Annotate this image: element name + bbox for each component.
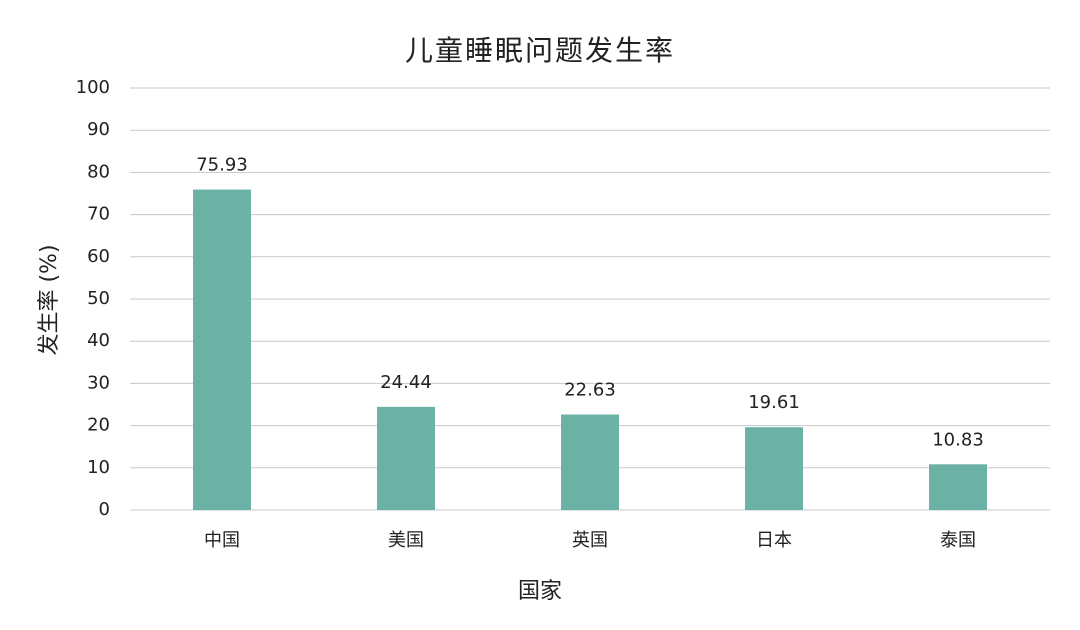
chart-title: 儿童睡眠问题发生率 — [405, 34, 675, 67]
bar — [561, 414, 619, 510]
bar — [377, 406, 435, 510]
bar — [929, 464, 987, 510]
x-tick-label: 泰国 — [940, 530, 976, 551]
y-tick-label: 40 — [87, 330, 110, 351]
data-label: 10.83 — [932, 429, 984, 450]
x-tick-label: 中国 — [204, 530, 240, 551]
y-tick-label: 80 — [87, 161, 110, 182]
data-label: 24.44 — [380, 372, 432, 393]
x-tick-label: 美国 — [388, 530, 424, 551]
y-tick-label: 50 — [87, 288, 110, 309]
y-tick-label: 0 — [99, 499, 110, 520]
data-label: 22.63 — [564, 380, 616, 401]
data-label: 75.93 — [196, 155, 248, 176]
x-axis-label: 国家 — [518, 579, 562, 604]
y-tick-label: 30 — [87, 372, 110, 393]
bar — [193, 189, 251, 511]
y-tick-label: 20 — [87, 415, 110, 436]
x-tick-label: 日本 — [756, 530, 792, 551]
y-tick-label: 100 — [76, 77, 110, 98]
y-tick-label: 70 — [87, 204, 110, 225]
data-label: 19.61 — [748, 392, 800, 413]
x-tick-label: 英国 — [572, 530, 608, 551]
y-tick-label: 10 — [87, 457, 110, 478]
y-tick-label: 90 — [87, 119, 110, 140]
bar — [745, 427, 803, 510]
y-axis-label: 发生率 (%) — [37, 244, 62, 355]
y-tick-label: 60 — [87, 246, 110, 267]
